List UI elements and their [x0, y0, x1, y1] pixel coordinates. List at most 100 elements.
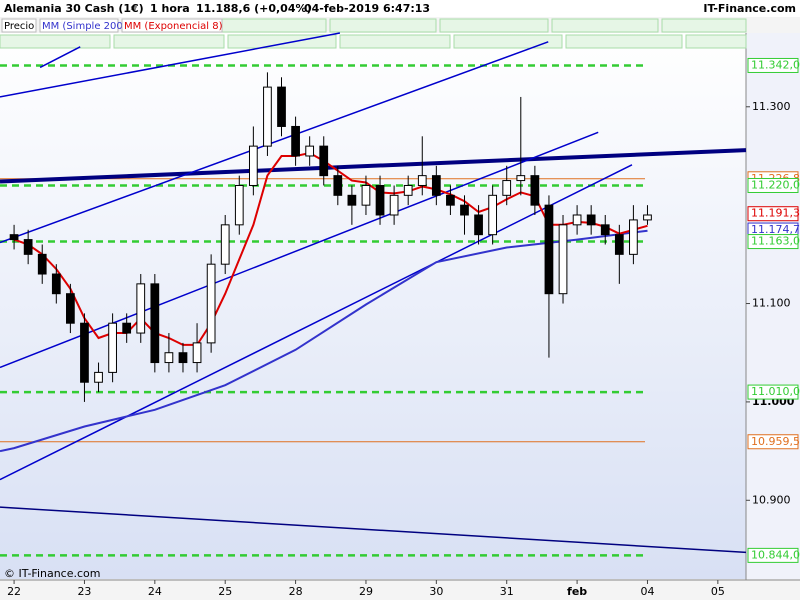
y-tick-label: 10.900 — [752, 493, 791, 506]
price-label-box — [747, 57, 799, 73]
candle-body — [136, 283, 146, 334]
price-label-box — [747, 547, 799, 563]
candle-body — [263, 86, 272, 147]
legend-entry: MM (Exponencial 8) — [124, 21, 223, 32]
candle-body — [291, 125, 300, 157]
instrument: Alemania 30 Cash (1€) — [4, 2, 144, 15]
x-tick-label: 24 — [148, 585, 162, 598]
candle-body — [446, 194, 455, 206]
candle-body — [277, 86, 286, 127]
candle-body — [9, 234, 19, 241]
price-label: 11.220,0 — [751, 178, 800, 191]
x-tick-label: 04 — [640, 585, 654, 598]
candle-body — [474, 214, 483, 236]
candle-body — [234, 184, 244, 226]
candle-body — [600, 224, 610, 236]
candle-body — [586, 214, 596, 226]
x-tick-label: feb — [567, 585, 587, 598]
candle-body — [572, 214, 582, 226]
price-label: 10.844,0 — [751, 548, 800, 561]
x-tick-label: 22 — [7, 585, 21, 598]
price-axis — [746, 33, 800, 579]
x-tick-label: 28 — [289, 585, 303, 598]
x-tick-label: 30 — [429, 585, 443, 598]
brand: IT-Finance.com — [703, 2, 796, 15]
candle-body — [108, 322, 117, 373]
candle-body — [150, 283, 160, 364]
candle-body — [248, 145, 258, 186]
candle-body — [516, 175, 526, 182]
candle-body — [319, 145, 329, 177]
candle-body — [305, 145, 315, 157]
candle-body — [431, 175, 441, 196]
price-label-box — [747, 177, 799, 193]
candle-body — [488, 194, 498, 236]
indicator-line — [13, 151, 648, 346]
price-label-box — [747, 384, 799, 400]
candle-body — [206, 263, 216, 344]
plot-area — [0, 33, 746, 579]
price-label-box — [747, 434, 799, 450]
x-tick-label: 31 — [500, 585, 514, 598]
candle-body — [558, 224, 568, 295]
price-label: 11.342,0 — [751, 58, 800, 71]
trend-line — [0, 148, 747, 184]
price-label: 11.010,0 — [751, 385, 800, 398]
candle-body — [51, 273, 61, 295]
candle-body — [333, 175, 343, 196]
trend-line — [0, 41, 549, 244]
candle-body — [403, 184, 413, 196]
trend-line — [0, 32, 341, 98]
price-label: 11.174,7 — [751, 223, 800, 236]
trend-line — [0, 164, 633, 481]
legend-entry: MM (Simple 200) — [42, 21, 127, 32]
candle-body — [614, 234, 624, 255]
candle-body — [361, 184, 371, 206]
price-label-box — [747, 206, 799, 222]
candle-body — [37, 253, 47, 275]
plot — [0, 32, 747, 557]
candle-body — [643, 214, 652, 221]
candle-body — [192, 342, 202, 364]
interval: 1 hora — [150, 2, 190, 15]
candle-body — [23, 239, 33, 255]
candle-body — [375, 184, 385, 216]
candle-body — [94, 371, 103, 383]
x-tick-label: 23 — [77, 585, 91, 598]
candle-body — [80, 322, 89, 383]
trend-line — [0, 506, 747, 554]
candle-body — [530, 175, 540, 206]
indicator-line — [0, 229, 648, 453]
price-label: 10.959,5 — [751, 435, 800, 448]
legend-placeholders — [0, 18, 747, 49]
x-tick-label: 05 — [711, 585, 725, 598]
y-tick-label: 11.300 — [752, 100, 791, 113]
last-quote: 11.188,6 (+0,04%) — [196, 2, 312, 15]
timestamp: 04-feb-2019 6:47:13 — [304, 2, 430, 15]
legend-entry: Precio — [4, 21, 34, 32]
copyright: © IT-Finance.com — [4, 567, 101, 580]
candle-body — [347, 194, 357, 206]
y-tick-label: 11.100 — [752, 297, 791, 310]
candle-body — [502, 180, 512, 196]
trend-line — [39, 46, 81, 69]
candle-body — [220, 224, 230, 265]
price-label: 11.191,3 — [751, 207, 800, 220]
candle-body — [389, 194, 399, 216]
candle-body — [417, 175, 427, 186]
legend-box — [39, 18, 119, 33]
legend-box — [121, 18, 223, 33]
price-label-box — [747, 234, 799, 250]
x-tick-label: 29 — [359, 585, 373, 598]
trend-line — [0, 131, 599, 369]
candle-body — [460, 204, 469, 216]
candle-body — [164, 352, 174, 364]
candle-body — [629, 219, 638, 255]
x-tick-label: 25 — [218, 585, 232, 598]
candle-body — [178, 352, 188, 364]
candle-body — [544, 204, 554, 295]
candle-body — [122, 322, 132, 334]
candle-body — [66, 293, 75, 324]
header-bar — [0, 0, 800, 17]
